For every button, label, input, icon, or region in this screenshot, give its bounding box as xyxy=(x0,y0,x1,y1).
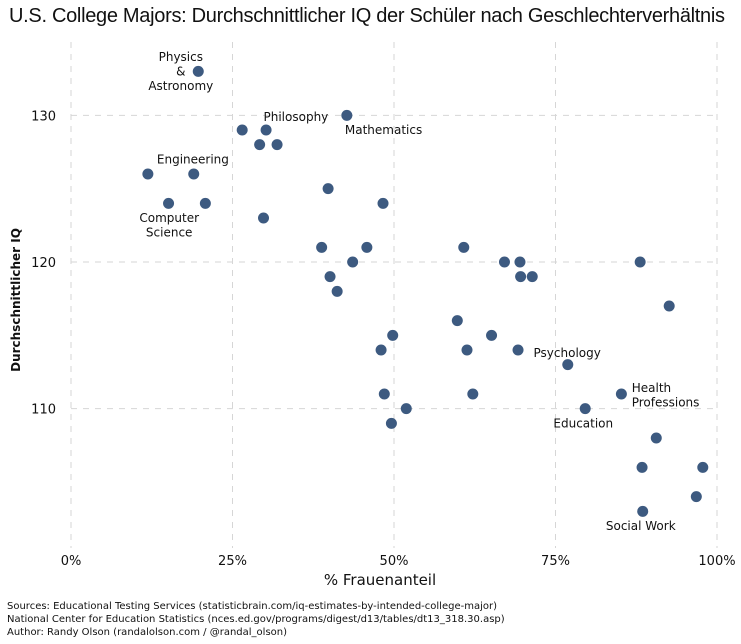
data-point xyxy=(451,315,463,327)
annotation-line: Psychology xyxy=(534,346,601,360)
data-point xyxy=(347,256,359,268)
data-point xyxy=(650,432,662,444)
point-annotation: Health Professions xyxy=(632,381,700,410)
data-point xyxy=(163,197,175,209)
annotation-line: Mathematics xyxy=(345,123,422,137)
y-tick-label: 130 xyxy=(31,109,56,124)
data-point xyxy=(697,461,709,473)
source-notes: Sources: Educational Testing Services (s… xyxy=(7,600,505,639)
annotation-line: Professions xyxy=(632,396,700,410)
point-annotation: Education xyxy=(553,416,613,430)
chart-title: U.S. College Majors: Durchschnittlicher … xyxy=(9,5,725,27)
data-point xyxy=(341,109,353,121)
data-point xyxy=(512,344,524,356)
data-point xyxy=(236,124,248,136)
point-annotation: Computer Science xyxy=(139,211,199,240)
source-line-2: National Center for Education Statistics… xyxy=(7,614,505,625)
annotation-line: Education xyxy=(553,416,613,430)
data-point xyxy=(634,256,646,268)
y-tick-label: 110 xyxy=(31,403,56,418)
data-point xyxy=(387,329,399,341)
annotation-line: Philosophy xyxy=(264,110,329,124)
x-tick-label: 75% xyxy=(541,554,570,569)
source-line-1: Sources: Educational Testing Services (s… xyxy=(7,601,497,612)
data-point xyxy=(486,329,498,341)
annotation-line: Social Work xyxy=(606,519,676,533)
x-tick-label: 50% xyxy=(380,554,409,569)
y-axis-title: Durchschnittlicher IQ xyxy=(9,228,23,372)
x-tick-label: 100% xyxy=(698,554,735,569)
point-annotation: Engineering xyxy=(157,152,229,166)
data-point xyxy=(467,388,479,400)
point-annotation: Mathematics xyxy=(345,123,422,137)
data-point xyxy=(514,256,526,268)
data-point xyxy=(378,388,390,400)
point-annotation: Psychology xyxy=(534,346,601,360)
x-axis-title: % Frauenanteil xyxy=(324,571,436,589)
data-point xyxy=(461,344,473,356)
data-point xyxy=(188,168,200,180)
data-point xyxy=(636,461,648,473)
data-points xyxy=(142,65,709,517)
annotation-line: & xyxy=(176,64,185,78)
data-point xyxy=(199,197,211,209)
data-point xyxy=(316,241,328,253)
data-point xyxy=(400,403,412,415)
y-tick-label: 120 xyxy=(31,256,56,271)
data-point xyxy=(637,505,649,517)
data-point xyxy=(375,344,387,356)
annotation-line: Health xyxy=(632,381,671,395)
data-point xyxy=(690,491,702,503)
annotation-line: Physics xyxy=(159,50,203,64)
y-axis-ticks: 110 120 130 xyxy=(31,109,56,417)
data-point xyxy=(142,168,154,180)
point-annotation: Social Work xyxy=(606,519,676,533)
annotation-line: Engineering xyxy=(157,152,229,166)
x-tick-label: 25% xyxy=(218,554,247,569)
data-point xyxy=(562,359,574,371)
data-point xyxy=(271,139,283,151)
data-point xyxy=(258,212,270,224)
annotations: Physics & Astronomy Philosophy Mathematics En… xyxy=(139,50,699,533)
x-axis-ticks: 0% 25% 50% 75% 100% xyxy=(61,554,736,569)
data-point xyxy=(615,388,627,400)
data-point xyxy=(498,256,510,268)
data-point xyxy=(663,300,675,312)
data-point xyxy=(331,285,343,297)
source-line-3: Author: Randy Olson (randalolson.com / @… xyxy=(7,627,288,638)
data-point xyxy=(322,183,334,195)
data-point xyxy=(377,197,389,209)
x-gridlines xyxy=(70,42,718,548)
data-point xyxy=(579,403,591,415)
data-point xyxy=(254,139,266,151)
data-point xyxy=(526,271,538,283)
data-point xyxy=(515,271,527,283)
annotation-line: Astronomy xyxy=(148,79,213,93)
point-annotation: Philosophy xyxy=(264,110,329,124)
annotation-line: Science xyxy=(146,226,193,240)
data-point xyxy=(361,241,373,253)
data-point xyxy=(324,271,336,283)
point-annotation: Physics & Astronomy xyxy=(148,50,213,93)
x-tick-label: 0% xyxy=(61,554,82,569)
data-point xyxy=(192,65,204,77)
data-point xyxy=(385,417,397,429)
data-point xyxy=(458,241,470,253)
data-point xyxy=(260,124,272,136)
annotation-line: Computer xyxy=(139,211,199,225)
